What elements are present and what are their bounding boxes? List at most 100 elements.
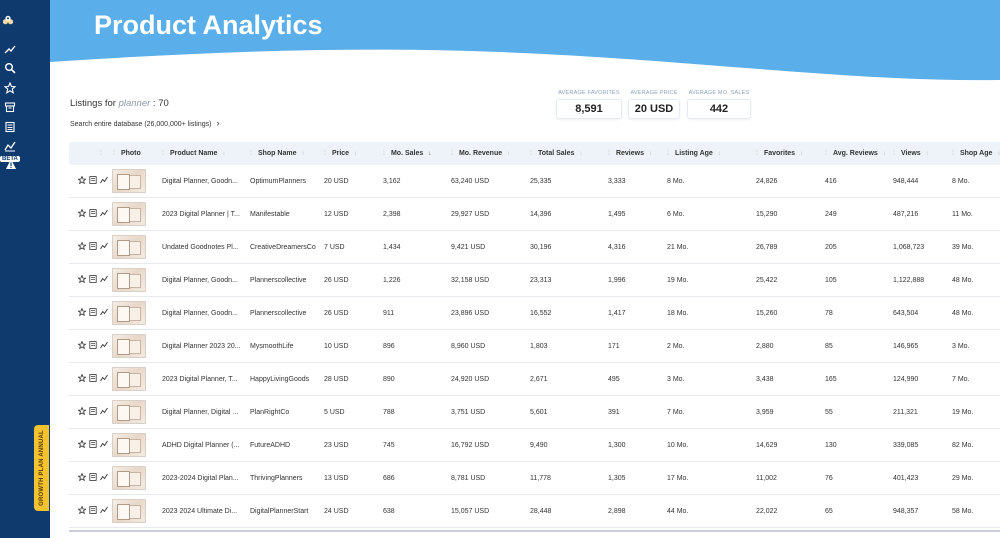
cell-shop-name[interactable]: Plannerscollective [250,310,307,317]
calculator-icon[interactable] [89,374,97,382]
cell-shop-name[interactable]: Plannerscollective [250,277,307,284]
cell-product-name[interactable]: ADHD Digital Planner (... [162,442,240,449]
product-photo[interactable] [112,433,146,457]
table-row[interactable]: Digital Planner, Goodn... Plannerscollect… [69,264,1000,297]
warning-icon[interactable] [5,158,17,170]
star-icon[interactable] [78,440,86,448]
cell-shop-name[interactable]: ThrivingPlanners [250,475,303,482]
product-photo[interactable] [112,268,146,292]
calculator-icon[interactable] [89,407,97,415]
cell-product-name[interactable]: Digital Planner, Digital ... [162,409,239,416]
chart-icon[interactable] [100,407,108,415]
chart-icon[interactable] [100,341,108,349]
sort-icon[interactable]: ↕ [222,151,226,157]
calculator-icon[interactable] [89,275,97,283]
calculator-icon[interactable] [89,473,97,481]
chart-icon[interactable] [4,140,16,152]
sort-icon[interactable]: ↕ [717,151,721,157]
star-icon[interactable] [78,341,86,349]
chart-icon[interactable] [100,176,108,184]
calculator-icon[interactable] [89,440,97,448]
column-header-listing-age[interactable]: ⁞ Listing Age ↕ [667,142,721,165]
calculator-icon[interactable] [89,242,97,250]
column-header-views[interactable]: ⁞ Views ↕ [893,142,929,165]
column-header-favorites[interactable]: ⁞ Favorites ↕ [756,142,803,165]
cell-shop-name[interactable]: PlanRightCo [250,409,290,416]
calculator-icon[interactable] [89,176,97,184]
column-header-total-sales[interactable]: ⁞ Total Sales ↕ [530,142,582,165]
chart-icon[interactable] [100,308,108,316]
chart-icon[interactable] [100,242,108,250]
cell-shop-name[interactable]: FutureADHD [250,442,291,449]
table-row[interactable]: Digital Planner, Goodn... OptimumPlanners… [69,165,1000,198]
star-icon[interactable] [78,473,86,481]
table-row[interactable]: 2023 2024 Ultimate Di... DigitalPlannerSt… [69,495,1000,528]
sort-icon[interactable]: ↕ [354,151,358,157]
search-database-link[interactable]: Search entire database (26,000,000+ list… [70,118,219,128]
star-icon[interactable] [78,176,86,184]
cell-product-name[interactable]: 2023 Digital Planner | T... [162,211,240,218]
column-header-mo-revenue[interactable]: ⁞ Mo. Revenue ↕ [451,142,510,165]
product-photo[interactable] [112,367,146,391]
trend-icon[interactable] [4,43,16,55]
cell-product-name[interactable]: 2023-2024 Digital Plan... [162,475,239,482]
logo-icon[interactable] [2,14,16,28]
star-icon[interactable] [78,506,86,514]
product-photo[interactable] [112,301,146,325]
sort-icon[interactable]: ↕ [800,151,804,157]
chart-icon[interactable] [100,275,108,283]
cell-product-name[interactable]: Digital Planner, Goodn... [162,310,238,317]
column-header-reviews[interactable]: ⁞ Reviews ↕ [608,142,652,165]
archive-icon[interactable] [4,101,16,113]
star-icon[interactable] [78,374,86,382]
cell-product-name[interactable]: 2023 Digital Planner, T... [162,376,238,383]
table-row[interactable]: Undated Goodnotes Pl... CreativeDreamersC… [69,231,1000,264]
calculator-icon[interactable] [89,506,97,514]
sort-icon[interactable]: ↕ [648,151,652,157]
column-header-avg-reviews[interactable]: ⁞ Avg. Reviews ↕ [825,142,886,165]
column-header-mo-sales[interactable]: ⁞ Mo. Sales ↓ [383,142,431,165]
calculator-icon[interactable] [4,121,16,133]
star-icon[interactable] [78,275,86,283]
sort-icon[interactable]: ↓ [428,151,432,157]
column-header-product-name[interactable]: ⁞ Product Name ↕ [162,142,225,165]
chart-icon[interactable] [100,473,108,481]
cell-shop-name[interactable]: HappyLivingGoods [250,376,310,383]
chart-icon[interactable] [100,440,108,448]
star-icon[interactable] [78,407,86,415]
cell-product-name[interactable]: Digital Planner, Goodn... [162,178,238,185]
table-row[interactable]: 2023 Digital Planner | T... Manifestable 1… [69,198,1000,231]
star-icon[interactable] [78,242,86,250]
chart-icon[interactable] [100,506,108,514]
product-photo[interactable] [112,499,146,523]
cell-product-name[interactable]: Digital Planner, Goodn... [162,277,238,284]
cell-product-name[interactable]: Digital Planner 2023 20... [162,343,241,350]
star-icon[interactable] [78,308,86,316]
cell-shop-name[interactable]: Manifestable [250,211,290,218]
column-header-shop-name[interactable]: ⁞ Shop Name ↕ [250,142,304,165]
growth-plan-tab[interactable]: GROWTH PLAN ANNUAL [34,425,49,511]
table-row[interactable]: Digital Planner, Digital ... PlanRightCo 5… [69,396,1000,429]
sort-icon[interactable]: ↕ [507,151,511,157]
table-row[interactable]: 2023 Digital Planner, T... HappyLivingGoo… [69,363,1000,396]
star-icon[interactable] [78,209,86,217]
sort-icon[interactable]: ↕ [579,151,583,157]
chart-icon[interactable] [100,374,108,382]
column-header-shop-age[interactable]: ⁞ Shop Age ↕ [952,142,1000,165]
cell-product-name[interactable]: Undated Goodnotes Pl... [162,244,239,251]
cell-shop-name[interactable]: CreativeDreamersCo [250,244,316,251]
product-photo[interactable] [112,202,146,226]
calculator-icon[interactable] [89,209,97,217]
star-icon[interactable] [4,82,16,94]
product-photo[interactable] [112,334,146,358]
sort-icon[interactable]: ↕ [925,151,929,157]
cell-product-name[interactable]: 2023 2024 Ultimate Di... [162,508,238,515]
product-photo[interactable] [112,235,146,259]
table-row[interactable]: ADHD Digital Planner (... FutureADHD 23 US… [69,429,1000,462]
sort-icon[interactable]: ↕ [301,151,305,157]
product-photo[interactable] [112,169,146,193]
column-header-price[interactable]: ⁞ Price ↕ [324,142,357,165]
table-row[interactable]: 2023-2024 Digital Plan... ThrivingPlanner… [69,462,1000,495]
chart-icon[interactable] [100,209,108,217]
calculator-icon[interactable] [89,308,97,316]
